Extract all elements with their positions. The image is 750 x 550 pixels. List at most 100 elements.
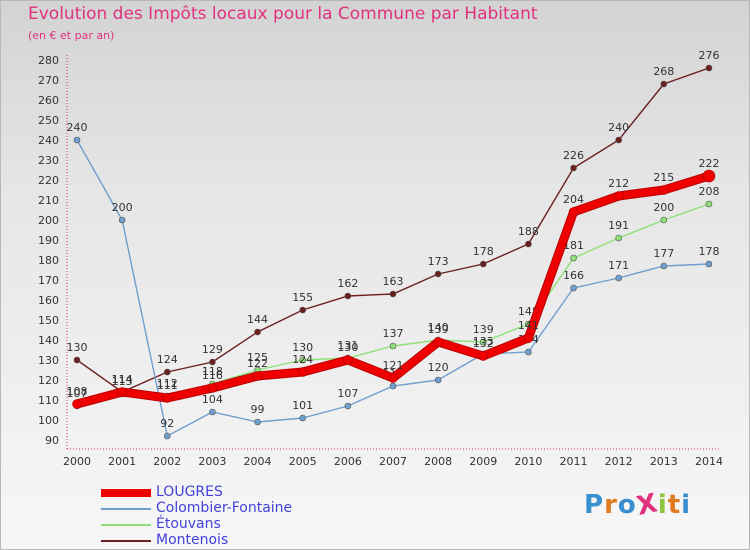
data-point-montenois xyxy=(344,292,352,300)
data-point-colombier-fontaine xyxy=(525,348,532,356)
x-tick-label: 2005 xyxy=(289,455,317,468)
data-label-lougres: 222 xyxy=(698,157,719,170)
data-label-lougres: 141 xyxy=(518,319,539,332)
data-point-colombier-fontaine xyxy=(615,274,622,282)
data-label-montenois: 129 xyxy=(202,343,223,356)
data-point-etouvans xyxy=(615,234,622,242)
y-tick-label: 180 xyxy=(38,254,59,267)
x-tick-label: 2000 xyxy=(63,455,91,468)
data-label-colombier-fontaine: 177 xyxy=(653,247,674,260)
data-label-etouvans: 200 xyxy=(653,201,674,214)
data-label-colombier-fontaine: 101 xyxy=(292,399,313,412)
data-point-colombier-fontaine xyxy=(118,216,126,224)
data-point-lougres xyxy=(659,185,669,195)
data-label-montenois: 144 xyxy=(247,313,268,326)
legend-label: Étouvans xyxy=(156,516,221,532)
logo-letter: i xyxy=(657,490,668,520)
data-point-lougres xyxy=(252,371,263,381)
data-label-colombier-fontaine: 240 xyxy=(67,121,88,134)
logo-letter: t xyxy=(667,490,682,520)
data-point-etouvans xyxy=(479,338,487,346)
data-point-montenois xyxy=(389,290,397,298)
data-label-montenois: 268 xyxy=(653,65,674,78)
data-label-lougres: 139 xyxy=(428,323,449,336)
data-label-lougres: 215 xyxy=(653,171,674,184)
logo-letter: i xyxy=(681,490,692,520)
data-label-etouvans: 191 xyxy=(608,219,629,232)
y-tick-label: 230 xyxy=(38,154,59,167)
data-point-montenois xyxy=(299,306,307,314)
data-point-colombier-fontaine xyxy=(163,432,171,440)
y-tick-label: 280 xyxy=(38,54,59,67)
data-point-lougres xyxy=(117,387,127,397)
legend-label: LOUGRES xyxy=(156,484,223,500)
data-label-colombier-fontaine: 178 xyxy=(698,245,719,258)
data-point-montenois xyxy=(525,240,532,248)
data-label-montenois: 114 xyxy=(112,373,133,386)
data-point-colombier-fontaine xyxy=(434,376,442,384)
y-tick-label: 140 xyxy=(38,334,59,347)
y-tick-label: 160 xyxy=(38,294,59,307)
x-tick-label: 2007 xyxy=(379,455,407,468)
data-label-lougres: 132 xyxy=(473,337,494,350)
legend-swatch-lougres xyxy=(101,489,151,497)
data-label-colombier-fontaine: 107 xyxy=(337,387,358,400)
chart-title: Evolution des Impôts locaux pour la Comm… xyxy=(28,4,538,24)
data-label-montenois: 226 xyxy=(563,149,584,162)
data-label-colombier-fontaine: 92 xyxy=(160,417,174,430)
y-tick-label: 240 xyxy=(38,134,59,147)
data-point-etouvans xyxy=(299,356,307,364)
y-tick-label: 120 xyxy=(38,374,59,387)
data-point-etouvans xyxy=(705,200,713,208)
chart-subtitle: (en € et par an) xyxy=(28,29,115,42)
logo-letter: P xyxy=(584,490,605,520)
data-label-etouvans: 181 xyxy=(563,239,584,252)
logo-letter: X xyxy=(633,488,661,522)
data-label-etouvans: 131 xyxy=(337,339,358,352)
y-tick-label: 190 xyxy=(38,234,59,247)
data-label-montenois: 162 xyxy=(337,277,358,290)
data-point-lougres xyxy=(207,383,218,393)
data-point-lougres xyxy=(388,373,398,383)
data-point-lougres xyxy=(433,337,443,347)
data-label-lougres: 121 xyxy=(382,359,403,372)
legend-swatch-montenois xyxy=(101,540,151,542)
logo-letter: o xyxy=(617,490,637,520)
data-point-lougres xyxy=(478,351,489,361)
data-label-etouvans: 208 xyxy=(698,185,719,198)
data-point-colombier-fontaine xyxy=(705,260,713,268)
data-label-etouvans: 130 xyxy=(292,341,313,354)
legend-swatch-etouvans xyxy=(101,524,151,526)
data-point-colombier-fontaine xyxy=(389,382,397,390)
x-tick-label: 2008 xyxy=(424,455,452,468)
x-tick-label: 2003 xyxy=(198,455,226,468)
data-label-montenois: 178 xyxy=(473,245,494,258)
data-label-etouvans: 118 xyxy=(202,365,223,378)
data-label-colombier-fontaine: 104 xyxy=(202,393,223,406)
data-label-etouvans: 107 xyxy=(67,387,88,400)
data-label-montenois: 276 xyxy=(698,49,719,62)
y-tick-label: 100 xyxy=(38,414,59,427)
data-point-lougres xyxy=(568,207,579,217)
data-label-etouvans: 112 xyxy=(157,377,178,390)
legend-label: Montenois xyxy=(156,532,229,548)
data-label-lougres: 114 xyxy=(112,373,133,386)
data-label-montenois: 130 xyxy=(67,341,88,354)
legend-label: Colombier-Fontaine xyxy=(156,500,293,516)
x-tick-label: 2014 xyxy=(695,455,723,468)
data-point-etouvans xyxy=(660,216,668,224)
x-tick-label: 2013 xyxy=(650,455,678,468)
data-label-colombier-fontaine: 99 xyxy=(251,403,265,416)
logo-letter: r xyxy=(604,490,618,520)
data-point-montenois xyxy=(73,356,81,364)
data-label-etouvans: 125 xyxy=(247,351,268,364)
data-label-lougres: 204 xyxy=(563,193,584,206)
data-point-montenois xyxy=(705,64,713,72)
data-label-montenois: 155 xyxy=(292,291,313,304)
data-label-etouvans: 113 xyxy=(112,375,133,388)
data-point-colombier-fontaine xyxy=(299,414,307,422)
data-label-montenois: 124 xyxy=(157,353,178,366)
data-point-montenois xyxy=(209,358,216,366)
y-tick-label: 210 xyxy=(38,194,59,207)
